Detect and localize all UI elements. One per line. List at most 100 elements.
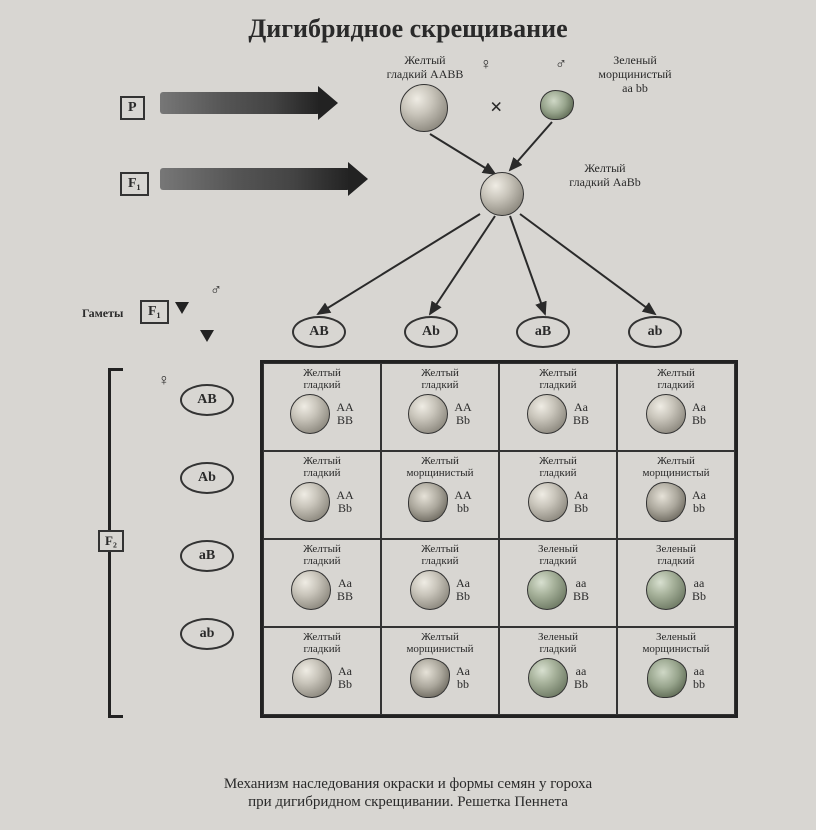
- down-arrow-icon: [175, 302, 189, 314]
- diagram-page: Дигибридное скрещивание P Желтый гладкий…: [0, 0, 816, 830]
- gamete-col-3: ab: [628, 316, 682, 348]
- punnett-cell: Желтыйгладкий AABB: [263, 363, 381, 451]
- cell-pea: [410, 658, 450, 698]
- cell-genotype: aaBb: [692, 577, 706, 603]
- cell-pea: [408, 394, 448, 434]
- cell-pea: [646, 570, 686, 610]
- caption: Механизм наследования окраски и формы се…: [0, 775, 816, 813]
- cell-genotype: AABb: [336, 489, 353, 515]
- cell-genotype: aabb: [693, 665, 705, 691]
- punnett-cell: Желтыйгладкий AABb: [381, 363, 499, 451]
- cell-pea: [291, 570, 331, 610]
- cell-genotype: AAbb: [454, 489, 471, 515]
- gamete-row-3: ab: [180, 618, 234, 650]
- punnett-cell: ЖелтыйгладкийAaBb: [263, 627, 381, 715]
- top-cross-area: P Желтый гладкий AABB ♀ × ♂ Зеленый морщ…: [0, 44, 816, 244]
- page-title: Дигибридное скрещивание: [0, 0, 816, 44]
- punnett-cell: Желтыйгладкий AaBb: [617, 363, 735, 451]
- cell-body: AaBb: [410, 570, 470, 610]
- cell-body: AaBb: [292, 658, 352, 698]
- cell-phenotype: Зеленыйгладкий: [538, 632, 578, 656]
- punnett-cell: Зеленыйгладкий aaBb: [499, 627, 617, 715]
- cell-body: Aabb: [410, 658, 470, 698]
- cell-pea: [290, 394, 330, 434]
- cell-pea: [527, 394, 567, 434]
- cell-pea: [646, 394, 686, 434]
- gamete-row-1: Ab: [180, 462, 234, 494]
- cell-phenotype: Желтыйгладкий: [303, 368, 341, 392]
- cell-phenotype: Желтыйморщинистый: [406, 632, 473, 656]
- generation-f2-box: F₂: [98, 530, 124, 552]
- female-symbol: ♀: [480, 56, 492, 74]
- cell-phenotype: Желтыйгладкий: [539, 368, 577, 392]
- cell-genotype: aaBb: [574, 665, 588, 691]
- punnett-grid: ЖелтыйгладкийAABBЖелтыйгладкийAABbЖелтый…: [260, 360, 738, 718]
- gametes-f1-box: F₁: [140, 300, 169, 324]
- punnett-cell: ЗеленыйгладкийaaBB: [499, 539, 617, 627]
- cell-body: AABb: [408, 394, 471, 434]
- cell-genotype: AaBb: [574, 489, 588, 515]
- gamete-col-1: Ab: [404, 316, 458, 348]
- arrow-p: [160, 92, 320, 114]
- punnett-cell: ЖелтыйгладкийAaBb: [381, 539, 499, 627]
- cell-phenotype: Зеленыйгладкий: [538, 544, 578, 568]
- cell-body: AABB: [290, 394, 353, 434]
- cross-sign: ×: [490, 94, 503, 120]
- caption-l1: Механизм наследования окраски и формы се…: [224, 776, 592, 792]
- punnett-cell: Желтыйгладкий AABb: [263, 451, 381, 539]
- cell-genotype: Aabb: [692, 489, 706, 515]
- cell-pea: [528, 482, 568, 522]
- cell-body: AaBb: [646, 394, 706, 434]
- punnett-cell: Зеленыйморщинистый aabb: [617, 627, 735, 715]
- cell-genotype: AaBb: [692, 401, 706, 427]
- cell-pea: [290, 482, 330, 522]
- cell-genotype: AABb: [454, 401, 471, 427]
- cell-phenotype: Желтыйгладкий: [303, 456, 341, 480]
- cell-pea: [647, 658, 687, 698]
- cell-body: Aabb: [646, 482, 706, 522]
- cell-phenotype: Желтыйгладкий: [421, 368, 459, 392]
- punnett-cell: ЖелтыйгладкийAaBB: [499, 363, 617, 451]
- cell-phenotype: Желтыйгладкий: [657, 368, 695, 392]
- parent-male-label: Зеленый морщинистый aa bb: [575, 54, 695, 95]
- cell-genotype: AaBB: [337, 577, 353, 603]
- punnett-cell: Желтыйгладкий AaBB: [263, 539, 381, 627]
- gamete-row-headers: AB Ab aB ab: [180, 384, 234, 650]
- cell-body: aabb: [647, 658, 705, 698]
- cell-phenotype: Зеленыйморщинистый: [642, 632, 709, 656]
- male-symbol: ♂: [555, 56, 567, 74]
- punnett-cell: Желтыйморщинистый Aabb: [381, 627, 499, 715]
- f1-label: Желтый гладкий AaBb: [545, 162, 665, 190]
- gam-col-male-sex: ♂: [210, 282, 222, 300]
- cell-body: aaBb: [528, 658, 588, 698]
- punnett-cell: Зеленыйгладкий aaBb: [617, 539, 735, 627]
- parent-male-l1: Зеленый: [613, 53, 657, 67]
- cell-body: AABb: [290, 482, 353, 522]
- cell-body: AAbb: [408, 482, 471, 522]
- cell-pea: [292, 658, 332, 698]
- gamete-col-headers: AB Ab aB ab: [292, 316, 682, 348]
- cell-phenotype: Зеленыйгладкий: [656, 544, 696, 568]
- cell-genotype: AaBb: [456, 577, 470, 603]
- punnett-cell: ЖелтыйморщинистыйAAbb: [381, 451, 499, 539]
- gam-row-female-sex: ♀: [158, 372, 170, 390]
- parent-female-label: Желтый гладкий AABB: [365, 54, 485, 82]
- cell-phenotype: Желтыйгладкий: [303, 544, 341, 568]
- cell-genotype: AABB: [336, 401, 353, 427]
- parent-female-l1: Желтый: [404, 53, 445, 67]
- f1-pea: [480, 172, 524, 216]
- cell-phenotype: Желтыйгладкий: [539, 456, 577, 480]
- cell-pea: [646, 482, 686, 522]
- cell-genotype: Aabb: [456, 665, 470, 691]
- parent-male-l2: морщинистый: [598, 67, 671, 81]
- gametes-label: Гаметы: [82, 306, 123, 321]
- cell-body: aaBB: [527, 570, 589, 610]
- f1-l2: гладкий AaBb: [569, 175, 640, 189]
- parent-male-pea: [540, 90, 574, 120]
- cell-body: AaBb: [528, 482, 588, 522]
- punnett-cell: ЖелтыйморщинистыйAabb: [617, 451, 735, 539]
- gamete-row-2: aB: [180, 540, 234, 572]
- cell-body: aaBb: [646, 570, 706, 610]
- caption-l2: при дигибридном скрещивании. Решетка Пен…: [248, 794, 568, 810]
- cell-body: AaBB: [527, 394, 589, 434]
